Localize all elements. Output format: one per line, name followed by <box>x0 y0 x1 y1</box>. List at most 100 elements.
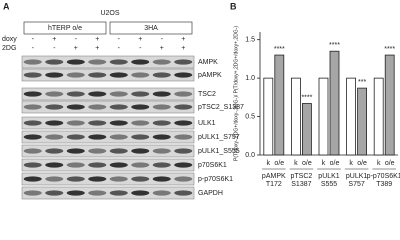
condition-sign: - <box>32 45 35 52</box>
bar <box>301 103 312 156</box>
blot-band <box>23 72 42 78</box>
blot-band <box>66 72 85 78</box>
bar <box>329 50 340 156</box>
series-label: k <box>377 160 381 167</box>
blot-band <box>45 91 64 97</box>
page: A U2OS B hTERP o/e 3HA doxy - + - + - + - +2DG - - + +… <box>0 0 400 201</box>
blot-strip <box>21 158 195 172</box>
series-label: o/e <box>330 160 340 167</box>
blot-band <box>131 104 150 110</box>
significance: *** <box>358 79 366 86</box>
blot-band <box>45 176 64 182</box>
blot-band <box>23 91 42 97</box>
blot-band <box>109 190 128 196</box>
blot-band <box>152 134 171 140</box>
blot-strip <box>21 116 195 130</box>
blot-strip <box>21 130 195 144</box>
blot-band <box>174 134 193 140</box>
blot-label: AMPK <box>198 59 218 66</box>
blot-band <box>152 162 171 168</box>
category-label: S1387 <box>291 181 311 188</box>
blot-label: pTSC2_S1387 <box>198 104 244 111</box>
blot-band <box>174 72 193 78</box>
blot-band <box>88 162 107 168</box>
blot-band <box>109 148 128 154</box>
blot-band <box>109 91 128 97</box>
bar <box>384 54 395 156</box>
y-tick-label: 0.5 <box>245 113 255 120</box>
blot-band <box>152 91 171 97</box>
blot-strip <box>21 186 195 200</box>
condition-label: 2DG <box>2 45 16 52</box>
group-label: hTERP o/e <box>48 25 82 32</box>
significance: **** <box>329 42 340 49</box>
blot-label: ULK1 <box>198 120 216 127</box>
blot-label: p-p70S6K1 <box>198 176 233 183</box>
blot-band <box>23 162 42 168</box>
series-label: k <box>267 160 271 167</box>
blot-band <box>174 120 193 126</box>
series-label: k <box>294 160 298 167</box>
bar <box>346 77 357 156</box>
blot-band <box>66 134 85 140</box>
cell-line: U2OS <box>100 10 119 17</box>
blot-band <box>174 148 193 154</box>
condition-sign: + <box>95 36 99 43</box>
blot-band <box>88 91 107 97</box>
y-tick-label: 0.0 <box>245 152 255 159</box>
blot-band <box>66 162 85 168</box>
blot-strip <box>21 87 195 101</box>
bar <box>373 77 384 156</box>
blot-band <box>45 134 64 140</box>
blot-band <box>88 148 107 154</box>
blot-band <box>152 72 171 78</box>
blot-band <box>23 148 42 154</box>
blot-label: pULK1_S555 <box>198 148 240 155</box>
series-label: k <box>349 160 353 167</box>
blot-label: pULK1_S757 <box>198 134 240 141</box>
blot-band <box>131 91 150 97</box>
blot-band <box>174 91 193 97</box>
blot-band <box>88 176 107 182</box>
significance: **** <box>384 46 395 53</box>
category-label: S555 <box>321 181 337 188</box>
blot-band <box>66 120 85 126</box>
condition-sign: + <box>95 45 99 52</box>
bar <box>263 77 274 156</box>
blot-band <box>88 190 107 196</box>
blot-band <box>109 134 128 140</box>
blot-band <box>23 104 42 110</box>
significance: **** <box>301 94 312 101</box>
y-tick-label: 1.5 <box>245 37 255 44</box>
blot-band <box>45 104 64 110</box>
blot-band <box>174 176 193 182</box>
blot-band <box>131 59 150 65</box>
blot-strip <box>21 68 195 82</box>
condition-sign: + <box>181 45 185 52</box>
blot-strip <box>21 144 195 158</box>
blot-band <box>174 59 193 65</box>
bar <box>318 77 329 156</box>
blot-band <box>45 72 64 78</box>
condition-sign: - <box>139 45 142 52</box>
blot-band <box>109 59 128 65</box>
panel-letter: B <box>230 1 237 11</box>
category-label: pULK1 <box>318 173 340 180</box>
blot-band <box>109 72 128 78</box>
blot-band <box>88 104 107 110</box>
blot-band <box>131 134 150 140</box>
series-label: o/e <box>385 160 395 167</box>
blot-band <box>109 120 128 126</box>
blot-band <box>66 91 85 97</box>
blot-band <box>152 104 171 110</box>
blot-band <box>66 190 85 196</box>
blot-band <box>109 176 128 182</box>
blot-band <box>152 59 171 65</box>
condition-sign: - <box>53 45 56 52</box>
blot-band <box>131 176 150 182</box>
bar <box>290 77 301 156</box>
blot-band <box>45 162 64 168</box>
condition-sign: + <box>52 36 56 43</box>
blot-band <box>152 176 171 182</box>
condition-sign: - <box>75 36 78 43</box>
